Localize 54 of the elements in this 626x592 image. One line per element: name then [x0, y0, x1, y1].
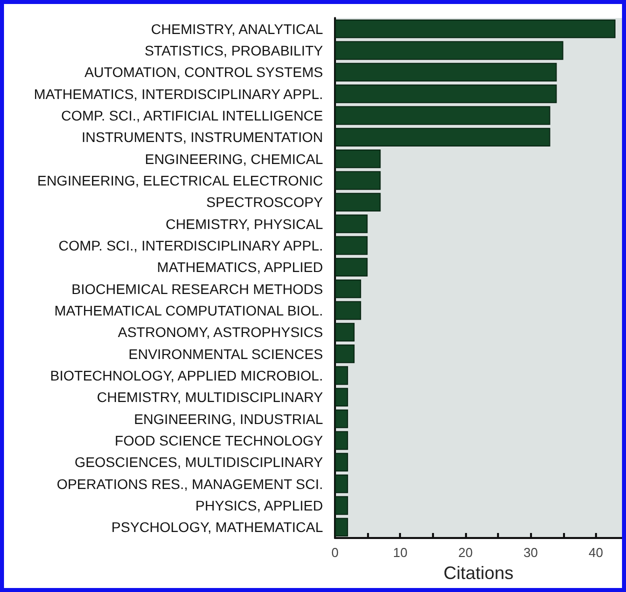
y-tick-label: BIOTECHNOLOGY, APPLIED MICROBIOL. — [50, 368, 323, 384]
bar — [335, 496, 348, 515]
bar — [335, 322, 355, 342]
bar — [335, 150, 381, 168]
y-tick-label: COMP. SCI., ARTIFICIAL INTELLIGENCE — [61, 108, 323, 124]
y-tick-label: ENGINEERING, CHEMICAL — [144, 150, 324, 167]
bar — [335, 366, 348, 385]
bar — [335, 280, 362, 298]
y-tick-label: GEOSCIENCES, MULTIDISCIPLINARY — [74, 454, 324, 470]
y-tick-label: OPERATIONS RES., MANAGEMENT SCI. — [56, 476, 323, 492]
bar — [335, 128, 550, 146]
bar — [335, 171, 381, 190]
x-tick-label: 0 — [331, 545, 339, 560]
bar — [335, 388, 348, 406]
bar — [335, 192, 381, 212]
y-tick-label: STATISTICS, PROBABILITY — [144, 42, 324, 58]
bar — [335, 452, 348, 472]
y-tick-label: MATHEMATICAL COMPUTATIONAL BIOL. — [54, 302, 323, 318]
y-tick-label: SPECTROSCOPY — [206, 194, 324, 210]
bar — [335, 84, 557, 104]
bar — [335, 518, 348, 536]
bar — [335, 20, 616, 38]
bar — [335, 62, 557, 82]
y-tick-label: PHYSICS, APPLIED — [195, 498, 323, 514]
y-tick-label: AUTOMATION, CONTROL SYSTEMS — [84, 64, 323, 80]
y-tick-label: ENVIRONMENTAL SCIENCES — [128, 346, 323, 362]
y-tick-label: MATHEMATICS, INTERDISCIPLINARY APPL. — [34, 86, 323, 102]
y-tick-label: ASTRONOMY, ASTROPHYSICS — [118, 324, 323, 340]
y-tick-label: COMP. SCI., INTERDISCIPLINARY APPL. — [58, 238, 323, 254]
y-tick-label: FOOD SCIENCE TECHNOLOGY — [114, 432, 324, 448]
x-tick-label: 40 — [588, 545, 604, 560]
x-tick-label: 30 — [523, 545, 538, 560]
bar — [335, 410, 348, 428]
bar — [335, 41, 564, 60]
y-tick-label: CHEMISTRY, PHYSICAL — [166, 216, 324, 232]
bar — [335, 301, 362, 320]
y-tick-label: INSTRUMENTS, INSTRUMENTATION — [82, 129, 323, 146]
bar — [335, 474, 348, 494]
y-tick-label: MATHEMATICS, APPLIED — [157, 259, 323, 276]
y-tick-label: CHEMISTRY, MULTIDISCIPLINARY — [96, 389, 324, 406]
bar — [335, 214, 368, 234]
bar — [335, 344, 355, 364]
y-tick-label: ENGINEERING, INDUSTRIAL — [134, 410, 324, 427]
x-tick-label: 20 — [458, 545, 473, 560]
y-tick-label: PSYCHOLOGY, MATHEMATICAL — [111, 519, 324, 536]
bar — [335, 106, 550, 125]
bar — [335, 258, 368, 276]
bar — [335, 431, 348, 450]
y-tick-label: ENGINEERING, ELECTRICAL ELECTRONIC — [37, 172, 323, 188]
x-tick-label: 10 — [392, 545, 408, 560]
bar — [335, 236, 368, 255]
y-tick-label: BIOCHEMICAL RESEARCH METHODS — [71, 280, 323, 297]
x-axis-title: Citations — [443, 563, 514, 583]
y-tick-label: CHEMISTRY, ANALYTICAL — [151, 20, 324, 37]
